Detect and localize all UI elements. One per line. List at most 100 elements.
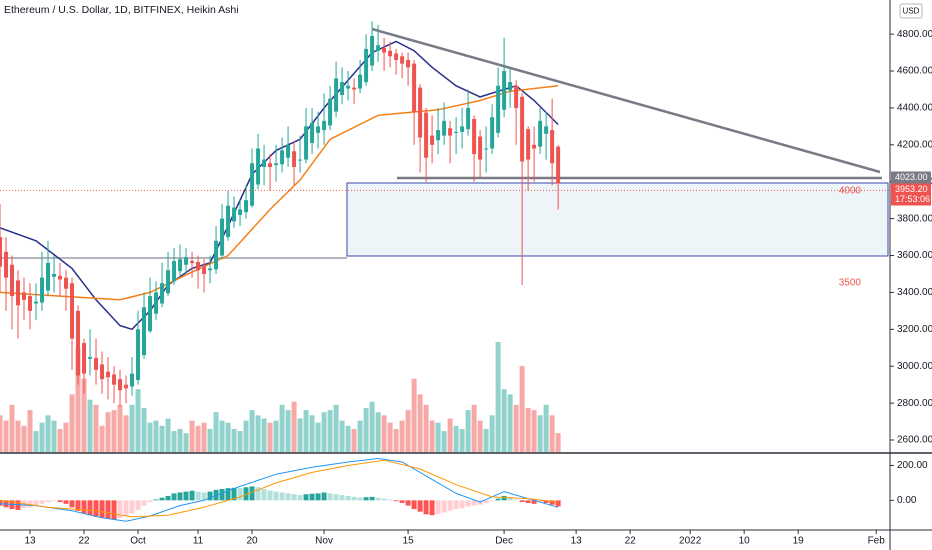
macd-bar — [33, 500, 39, 506]
candle-body — [448, 128, 453, 136]
macd-bar — [273, 491, 279, 501]
volume-bar — [147, 422, 153, 452]
volume-bar — [219, 420, 225, 452]
macd-bar — [183, 491, 189, 501]
volume-bar — [15, 420, 21, 452]
candle-body — [304, 126, 309, 160]
level-badge — [891, 171, 931, 184]
candle-body — [226, 205, 231, 238]
macd-bar — [93, 500, 99, 517]
macd-bar — [177, 492, 183, 501]
macd-bar — [429, 500, 435, 516]
macd-bar — [519, 500, 525, 503]
candle-body — [310, 122, 315, 143]
volume-bar — [315, 422, 321, 452]
price-badge — [891, 183, 931, 206]
macd-bar — [381, 498, 387, 501]
volume-bar — [285, 410, 291, 452]
countdown: 17:53:06 — [895, 194, 930, 204]
candle-body — [28, 296, 33, 311]
volume-bar — [513, 404, 519, 452]
candle-body — [220, 218, 225, 256]
volume — [0, 342, 561, 452]
macd-bar — [279, 492, 285, 501]
candle-body — [268, 163, 273, 167]
macd-bar — [393, 500, 399, 502]
macd-bar — [357, 497, 363, 501]
candle-body — [394, 53, 399, 60]
volume-bar — [87, 399, 93, 452]
macd-bar — [27, 500, 33, 508]
macd-bar — [327, 493, 333, 501]
candle-body — [352, 87, 357, 90]
macd-bar — [369, 496, 375, 501]
candle-body — [532, 144, 537, 149]
volume-bar — [489, 415, 495, 452]
currency-box[interactable] — [899, 3, 923, 19]
macd-bar — [525, 500, 531, 503]
candle-body — [280, 150, 285, 165]
volume-bar — [453, 425, 459, 452]
macd-bar — [105, 500, 111, 519]
volume-bar — [435, 422, 441, 452]
chart-title: Ethereum / U.S. Dollar, 1D, BITFINEX, He… — [4, 4, 239, 16]
volume-bar — [129, 404, 135, 452]
candle-body — [520, 96, 525, 162]
candle-body — [178, 259, 183, 272]
candle-body — [484, 148, 489, 150]
macd-bar — [153, 499, 159, 501]
volume-bar — [237, 431, 243, 452]
x-tick-label: 15 — [403, 536, 415, 547]
volume-bar — [543, 404, 549, 452]
volume-bar — [417, 394, 423, 452]
macd-bar — [537, 500, 543, 503]
candle-body — [52, 273, 57, 277]
candle-body — [136, 329, 141, 381]
macd-bar — [45, 500, 51, 503]
candle-body — [64, 277, 69, 289]
macd-bar — [99, 500, 105, 518]
target-zone — [346, 182, 889, 257]
drawings — [0, 27, 889, 259]
macd-bar — [309, 493, 315, 501]
volume-bar — [525, 408, 531, 452]
volume-bar — [39, 422, 45, 452]
candle-body — [160, 283, 165, 304]
macd-bar — [489, 500, 495, 502]
volume-bar — [75, 347, 81, 452]
macd-bar — [243, 487, 249, 501]
macd-bar — [213, 489, 219, 501]
candle-body — [430, 135, 435, 145]
volume-bar — [171, 431, 177, 452]
y-tick-label: 3200.00 — [897, 324, 932, 335]
y-tick-label: 3400.00 — [897, 287, 932, 298]
candle-body — [172, 261, 177, 282]
volume-bar — [555, 433, 561, 452]
candle-body — [196, 261, 201, 271]
volume-bar — [321, 412, 327, 452]
y-tick-label: 4800.00 — [897, 29, 932, 40]
x-tick-label: 11 — [193, 536, 204, 547]
macd-bar — [303, 494, 309, 501]
volume-bar — [357, 420, 363, 452]
candle-body — [400, 56, 405, 64]
macd-bar — [225, 488, 231, 501]
macd-bar — [375, 497, 381, 501]
candle-body — [508, 82, 513, 91]
macd-bar — [69, 500, 75, 508]
macd-bar — [507, 496, 513, 501]
candle-body — [328, 98, 333, 126]
macd-bar — [249, 486, 255, 501]
volume-bar — [471, 404, 477, 452]
candle-body — [214, 240, 219, 270]
macd-bar — [231, 487, 237, 501]
candle-body — [388, 50, 393, 57]
volume-bar — [153, 420, 159, 452]
candle-body — [88, 356, 93, 359]
candle-body — [538, 120, 543, 147]
candle-body — [4, 251, 9, 278]
y-tick-label: 3000.00 — [897, 361, 932, 372]
macd-bar — [117, 500, 123, 518]
candle-body — [76, 310, 81, 376]
